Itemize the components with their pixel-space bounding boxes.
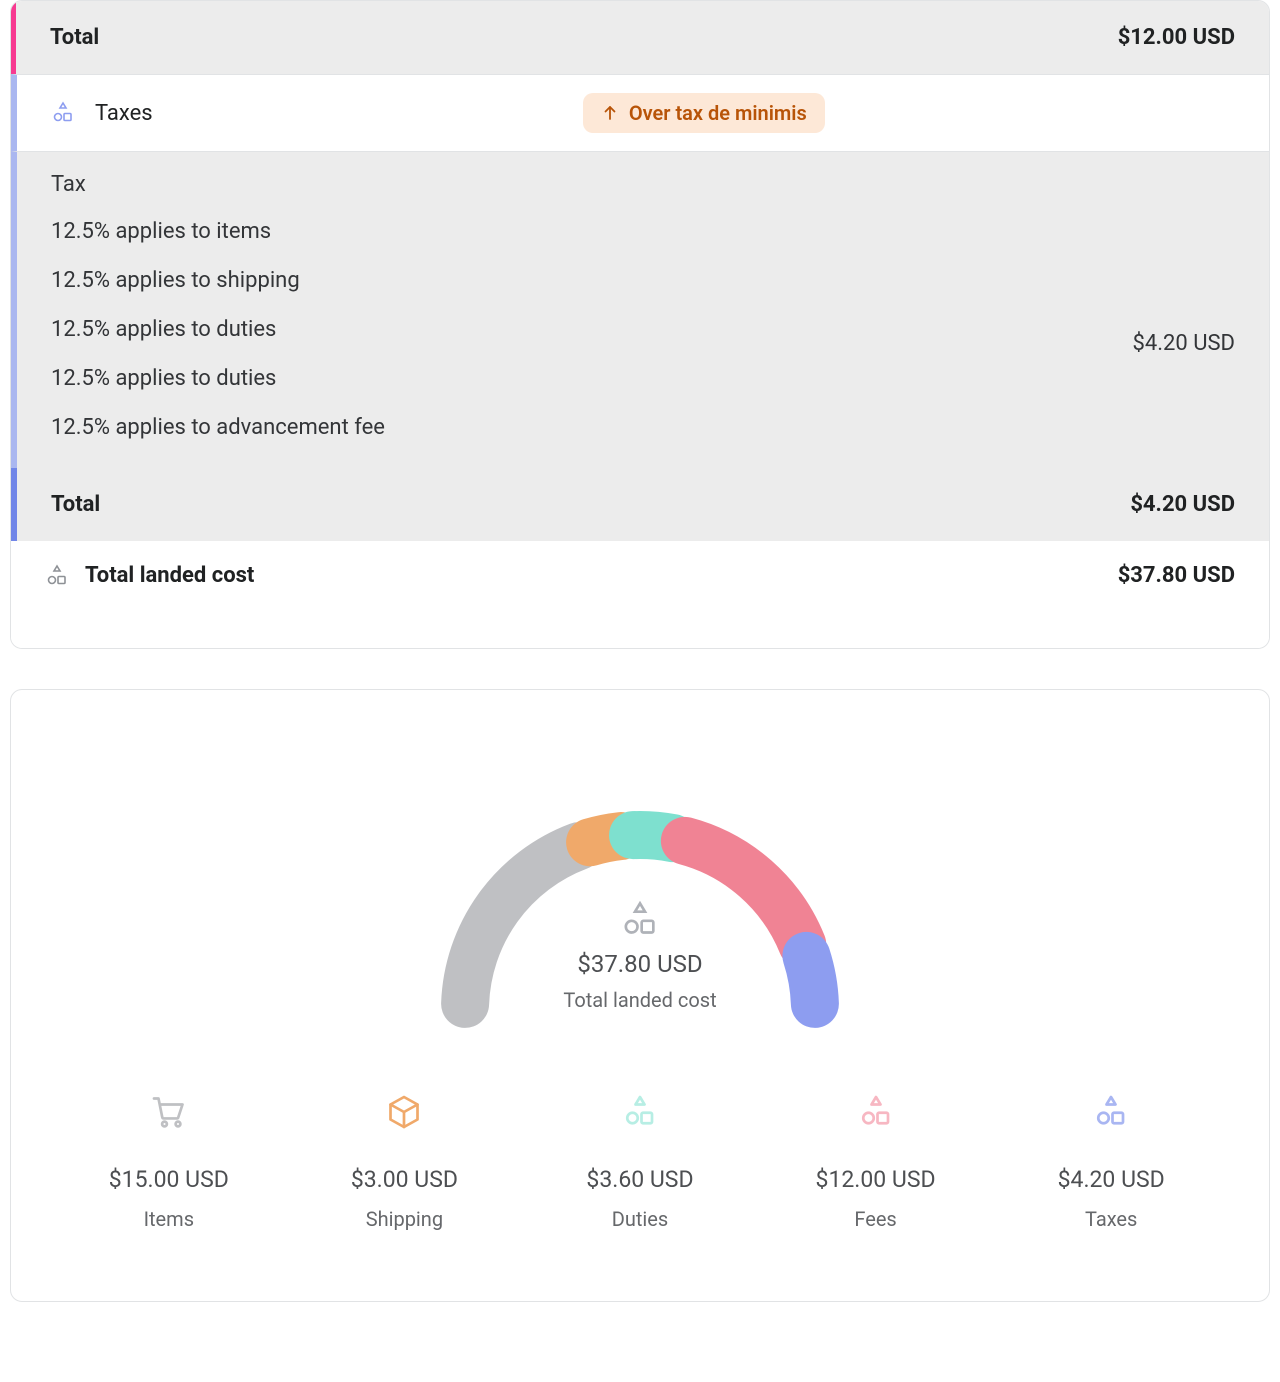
tax-lines-list: 12.5% applies to items 12.5% applies to s…: [51, 219, 385, 468]
tax-line-item: 12.5% applies to shipping: [51, 268, 385, 293]
tax-line-item: 12.5% applies to advancement fee: [51, 415, 385, 440]
badge-text: Over tax de minimis: [629, 101, 807, 125]
shapes-icon: [45, 564, 69, 588]
legend-item-items: $15.00 USD Items: [51, 1092, 287, 1231]
legend-item-taxes: $4.20 USD Taxes: [993, 1092, 1229, 1231]
cost-breakdown-card: Total $12.00 USD Taxes Over tax de minim…: [10, 0, 1270, 649]
legend-value: $3.60 USD: [586, 1166, 693, 1193]
legend-item-fees: $12.00 USD Fees: [758, 1092, 994, 1231]
legend-label: Fees: [854, 1207, 896, 1231]
taxes-section-title: Taxes: [95, 101, 153, 126]
total-landed-cost-row: Total landed cost $37.80 USD: [11, 541, 1269, 648]
gauge-segment-taxes: [806, 956, 814, 1004]
legend-label: Items: [144, 1207, 194, 1231]
legend-item-shipping: $3.00 USD Shipping: [287, 1092, 523, 1231]
landed-cost-value: $37.80 USD: [1118, 563, 1235, 588]
legend-value: $4.20 USD: [1058, 1166, 1165, 1193]
arrow-up-icon: [601, 104, 619, 122]
shapes-icon: [622, 1092, 658, 1132]
gauge-segment-items: [465, 846, 578, 1004]
tax-total-label: Total: [51, 492, 100, 517]
shapes-icon: [620, 900, 660, 940]
gauge-center-value: $37.80 USD: [577, 950, 702, 978]
legend-label: Shipping: [366, 1207, 443, 1231]
fees-total-value: $12.00 USD: [1118, 25, 1235, 50]
shapes-icon: [51, 101, 75, 125]
landed-cost-chart-card: $37.80 USD Total landed cost $15.00 USD I…: [10, 689, 1270, 1302]
tax-line-item: 12.5% applies to items: [51, 219, 385, 244]
legend-value: $3.00 USD: [351, 1166, 458, 1193]
taxes-section-header: Taxes Over tax de minimis: [11, 74, 1269, 152]
legend-item-duties: $3.60 USD Duties: [522, 1092, 758, 1231]
shapes-icon: [858, 1092, 894, 1132]
fees-total-row: Total $12.00 USD: [11, 1, 1269, 74]
tax-total-value: $4.20 USD: [1130, 492, 1235, 517]
legend-label: Taxes: [1085, 1207, 1137, 1231]
tax-line-item: 12.5% applies to duties: [51, 366, 385, 391]
tax-details-heading: Tax: [51, 172, 1235, 197]
box-icon: [386, 1092, 422, 1132]
legend-label: Duties: [612, 1207, 668, 1231]
fees-total-label: Total: [50, 25, 99, 50]
over-de-minimis-badge: Over tax de minimis: [583, 93, 825, 133]
legend-value: $12.00 USD: [816, 1166, 936, 1193]
shapes-icon: [1093, 1092, 1129, 1132]
landed-cost-label: Total landed cost: [85, 563, 254, 588]
tax-line-item: 12.5% applies to duties: [51, 317, 385, 342]
tax-total-row: Total $4.20 USD: [11, 468, 1269, 541]
legend-value: $15.00 USD: [109, 1166, 229, 1193]
tax-details-block: Tax 12.5% applies to items12.5% applies …: [11, 152, 1269, 468]
tax-subtotal-value: $4.20 USD: [1133, 331, 1235, 356]
gauge-center: $37.80 USD Total landed cost: [563, 900, 716, 1012]
cart-icon: [151, 1092, 187, 1132]
gauge-center-label: Total landed cost: [563, 988, 716, 1012]
chart-legend: $15.00 USD Items $3.00 USD Shipping $3.60 US…: [51, 1092, 1229, 1231]
